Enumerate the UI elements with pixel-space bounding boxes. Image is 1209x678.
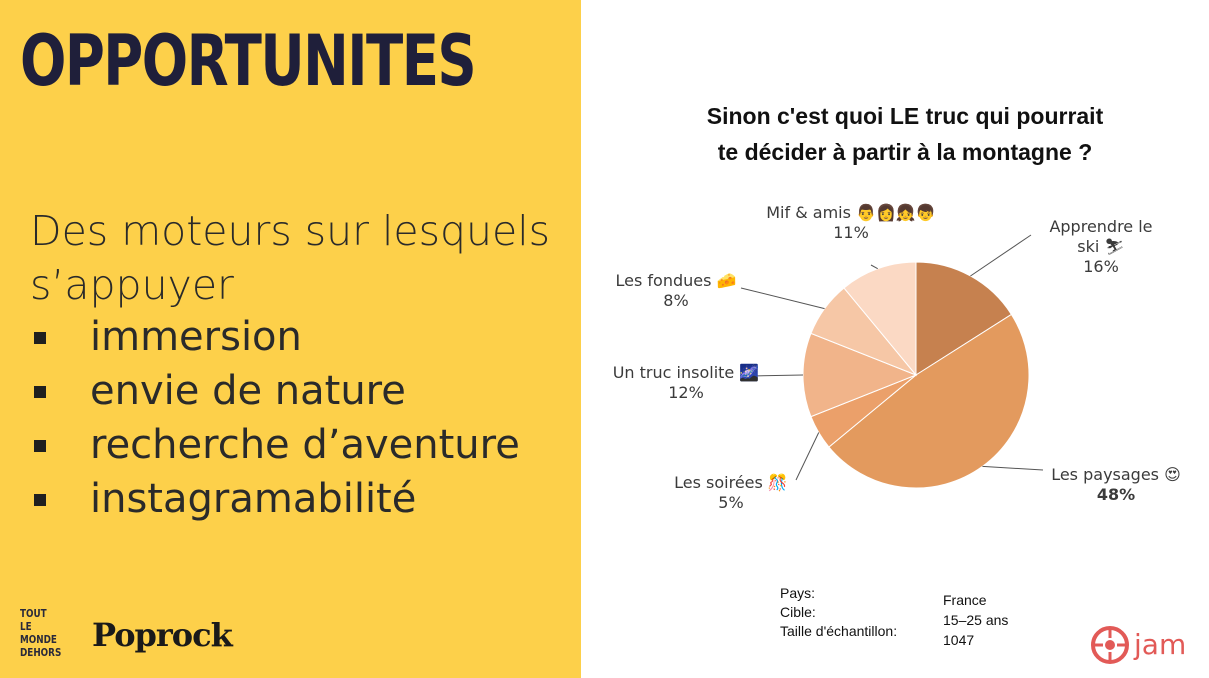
slice-label: Les soirées 🎊 bbox=[674, 473, 788, 492]
survey-meta-labels: Pays: Cible: Taille d'échantillon: bbox=[780, 584, 897, 641]
logo-line: TOUT bbox=[20, 607, 47, 620]
slide-title: OPPORTUNITES bbox=[20, 20, 477, 102]
chart-title-line: Sinon c'est quoi LE truc qui pourrait bbox=[706, 103, 1104, 129]
poprock-logo: Poprock bbox=[92, 616, 233, 654]
tout-le-monde-dehors-logo: TOUT LE MONDE DEHORS bbox=[20, 607, 62, 659]
leader-line bbox=[750, 374, 804, 377]
pie-slice bbox=[828, 313, 1030, 489]
slice-value-label: 48% bbox=[1097, 485, 1135, 504]
bullet-square-icon bbox=[34, 332, 46, 344]
meta-value: France bbox=[943, 592, 987, 608]
chart-title: Sinon c'est quoi LE truc qui pourrait te… bbox=[640, 98, 1170, 170]
bullet-square-icon bbox=[34, 494, 46, 506]
bullet-item: recherche d’aventure bbox=[30, 418, 520, 472]
logo-line: DEHORS bbox=[20, 646, 62, 659]
meta-label: Cible: bbox=[780, 604, 816, 620]
bullet-list: immersion envie de nature recherche d’av… bbox=[30, 310, 520, 526]
meta-label: Taille d'échantillon: bbox=[780, 623, 898, 639]
meta-value: 1047 bbox=[943, 632, 975, 648]
bullet-text: immersion bbox=[90, 314, 302, 360]
slice-label: Un truc insolite 🌌 bbox=[613, 363, 760, 382]
leader-line bbox=[982, 465, 1044, 471]
leader-line bbox=[870, 264, 878, 270]
leader-line bbox=[740, 287, 825, 310]
bullet-square-icon bbox=[34, 440, 46, 452]
pie-slice bbox=[843, 261, 917, 377]
left-panel: OPPORTUNITES Des moteurs sur lesquels s’… bbox=[0, 0, 581, 678]
leader-line bbox=[970, 234, 1032, 277]
bullet-item: envie de nature bbox=[30, 364, 520, 418]
slice-value-label: 5% bbox=[718, 493, 743, 512]
logo-line: LE MONDE bbox=[20, 620, 57, 646]
meta-label: Pays: bbox=[780, 585, 816, 601]
bullet-item: instagramabilité bbox=[30, 472, 520, 526]
bullet-text: envie de nature bbox=[90, 368, 406, 414]
jam-logo-icon bbox=[1091, 626, 1129, 664]
bullet-text: recherche d’aventure bbox=[90, 422, 520, 468]
pie-slice bbox=[915, 261, 1013, 376]
slice-value-label: 16% bbox=[1083, 257, 1119, 276]
slice-value-label: 8% bbox=[663, 291, 688, 310]
slice-label: Les fondues 🧀 bbox=[616, 271, 737, 290]
slice-value-label: 11% bbox=[833, 223, 869, 242]
bullet-text: instagramabilité bbox=[90, 476, 417, 522]
meta-value: 15–25 ans bbox=[943, 612, 1009, 628]
subtitle-line: s’appuyer bbox=[30, 261, 234, 309]
slice-label: Mif & amis 👨👩👧👦 bbox=[766, 203, 935, 222]
leader-line bbox=[795, 432, 820, 481]
slice-value-label: 12% bbox=[668, 383, 704, 402]
bullet-square-icon bbox=[34, 386, 46, 398]
jam-logo-text: jam bbox=[1134, 628, 1187, 661]
survey-meta-values: France 15–25 ans 1047 bbox=[943, 590, 1008, 650]
slide-subtitle: Des moteurs sur lesquels s’appuyer bbox=[30, 204, 550, 312]
chart-title-line: te décider à partir à la montagne ? bbox=[717, 139, 1093, 165]
slice-label: Les paysages 😍 bbox=[1051, 465, 1181, 484]
bullet-item: immersion bbox=[30, 310, 520, 364]
slice-label: ski ⛷ bbox=[1077, 237, 1124, 256]
slice-label: Apprendre le bbox=[1049, 217, 1152, 236]
subtitle-line: Des moteurs sur lesquels bbox=[30, 207, 550, 255]
